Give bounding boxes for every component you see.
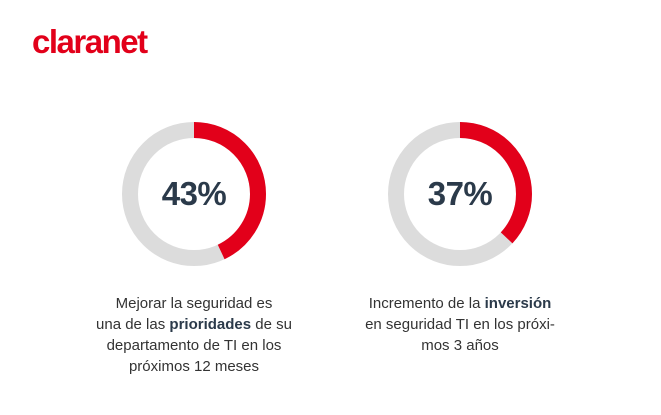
caption-line: de su <box>251 316 292 333</box>
donut-chart: 43% <box>118 118 270 270</box>
stat-card-priorities: 43% Mejorar la seguridad es una de las p… <box>74 118 314 377</box>
stat-card-investment: 37% Incremento de la inversión en seguri… <box>340 118 580 356</box>
stat-caption: Mejorar la seguridad es una de las prior… <box>74 293 314 377</box>
caption-line: Mejorar la seguridad es <box>115 295 273 312</box>
caption-line: mos 3 años <box>421 337 499 354</box>
donut-chart: 37% <box>384 118 536 270</box>
donut-svg <box>388 122 532 266</box>
stat-caption: Incremento de la inversión en seguridad … <box>340 293 580 356</box>
percentage-label: 43% <box>161 175 227 212</box>
percentage-label: 37% <box>427 175 493 212</box>
donut-value-arc <box>388 122 532 266</box>
caption-line: en seguridad TI en los próxi- <box>365 316 555 333</box>
donut-svg <box>122 122 266 266</box>
caption-highlight: inversión <box>484 295 552 312</box>
claranet-logo: claranet <box>32 23 148 60</box>
caption-line: una de las <box>96 316 170 333</box>
caption-line: Incremento de la <box>368 295 485 312</box>
caption-line: próximos 12 meses <box>128 358 260 375</box>
caption-line: departamento de TI en los <box>106 337 282 354</box>
caption-highlight: prioridades <box>169 316 252 333</box>
donut-value-arc <box>122 122 266 266</box>
